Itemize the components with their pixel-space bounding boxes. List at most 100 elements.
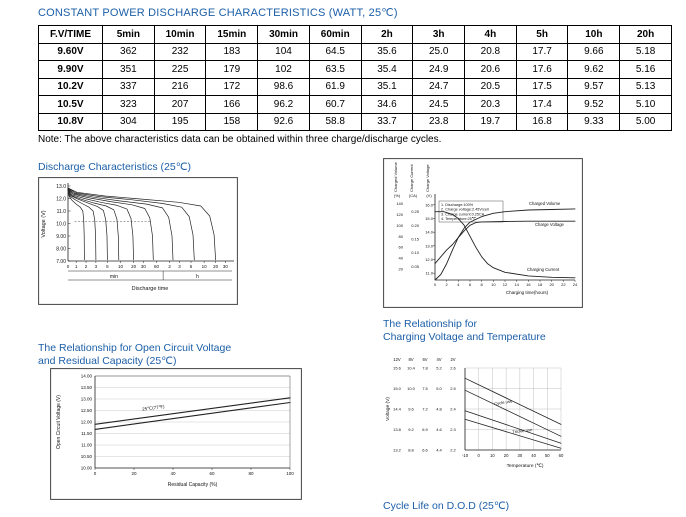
cell-value: 35.4 [360,60,414,79]
cell-value: 17.7 [515,42,569,61]
axis-unit-label: (V) [426,193,432,198]
y-axis-label: Open Circuit Voltage (V) [56,395,62,449]
line-annotation: 25℃(77℉) [142,404,165,412]
x-tick-label: 3 [178,264,181,269]
discharge-curve [67,187,195,261]
cell-value: 60.7 [308,95,362,114]
section-title-open-circuit-voltage: The Relationship for Open Circuit Voltag… [38,342,231,368]
y-tick-label: 7.00 [56,259,66,265]
chart-frame [383,158,583,308]
x-tick-label: 40 [170,471,176,476]
cell-value: 20.3 [464,95,517,114]
section-title-discharge-characteristics: Discharge Characteristics (25℃) [38,161,192,173]
constant-power-discharge-table: F.V/TIME 5min 10min 15min 30min 60min 2h 3h 4h 5h… [38,25,672,131]
y-tick-value: 2.2 [450,448,456,453]
legend-note: 2. Charge voltage:2.45V/cell [441,208,489,212]
y-tick-value: 5.0 [436,386,442,391]
cell-value: 35.1 [360,77,414,96]
table-row: 10.5V 323 207 166 96.2 60.7 34.6 24.5 20.3 17.4 9.… [38,95,672,114]
y-tick-label: 9.00 [56,234,66,240]
y-tick-value: 5.2 [436,366,442,371]
cell-value: 166 [205,95,259,114]
y-tick-value: 2.6 [450,366,456,371]
cell-value: 96.2 [257,95,310,114]
cell-value: 17.6 [515,60,569,79]
axis-unit-label: (%) [394,193,401,198]
discharge-curve [67,188,97,261]
x-tick-label: 20 [549,282,554,287]
x-axis-label: Residual Capacity (%) [168,482,218,488]
tick-label: 120 [396,212,403,217]
table-header-row: F.V/TIME 5min 10min 15min 30min 60min 2h 3h 4h 5h… [38,25,672,44]
x-tick-label: 14 [514,282,519,287]
open-circuit-voltage-chart: 14.00 13.50 13.00 12.50 12.00 11.50 11.00 10.50… [50,368,302,500]
tick-label: 14.0 [425,230,434,235]
charged-volume-curve [434,208,576,281]
x-tick-label: 12 [503,282,508,287]
cell-value: 216 [153,77,207,96]
y-tick-value: 14.4 [393,407,402,412]
y-tick-value: 15.0 [393,386,402,391]
col-header: 10min [153,25,207,44]
x-tick-label: 60 [209,471,215,476]
x-tick-label: 60 [559,453,564,458]
col-header: 60min [308,25,362,44]
charge-voltage-curve [434,220,576,265]
y-tick-value: 10.4 [407,366,416,371]
tick-label: 40 [399,256,404,261]
x-tick-label: 2 [85,264,88,269]
axis-unit-label: (CA) [409,193,418,198]
x-tick-label: 30 [141,264,147,269]
cell-value: 5.00 [619,112,672,131]
x-axis-label: Discharge time [132,286,169,292]
charge-characteristics-chart: Charged Volume(%)Charge Current(CA)Charg… [383,158,583,308]
tick-label: 15.0 [425,216,434,221]
x-axis-label: Charging time(hours) [506,290,549,295]
y-axis-label: Voltage (V) [385,397,391,421]
section-title-line: The Relationship for Open Circuit Voltag… [38,342,232,354]
cell-value: 35.6 [360,42,414,61]
col-header: 30min [257,25,310,44]
cell-value: 5.13 [619,77,672,96]
section-title-cycle-life: Cycle Life on D.O.D (25℃) [383,500,510,512]
y-tick-value: 4.4 [436,448,442,453]
cell-value: 5.10 [619,95,672,114]
cell-value: 17.5 [515,77,569,96]
table-row: 10.8V 304 195 158 92.6 58.8 33.7 23.8 19.7 16.8 9.… [38,112,672,131]
charging-voltage-temperature-chart: 12V 8V 6V 4V 2V 15.6 10.4 7.8 5.2 2.6 15.0 10.0 7.5 5… [385,357,564,469]
cell-value: 225 [153,60,207,79]
x-tick-label: 40 [531,453,536,458]
row-header-voltage: 9.90V [38,60,103,79]
x-tick-label: 20 [213,264,219,269]
ocv-upper-line [94,397,291,425]
x-tick-label: 8 [481,282,484,287]
cell-value: 102 [257,60,310,79]
cycle-use-upper-line [464,377,562,425]
y-tick-value: 8.8 [408,448,414,453]
y-tick-value: 15.6 [393,366,402,371]
x-tick-label: 20 [131,471,137,476]
section-title-line: The Relationship for [383,318,477,330]
x-tick-label: 2 [446,282,449,287]
y-tick-label: 13.50 [81,385,93,390]
column-header: 2V [450,357,455,362]
column-header: 12V [393,357,401,362]
discharge-curve [67,188,108,261]
cell-value: 20.6 [464,60,517,79]
axis-title: Charged Volume [393,161,398,192]
cell-value: 9.62 [567,60,621,79]
cell-value: 64.5 [308,42,362,61]
col-header: 10h [567,25,621,44]
tick-label: 0.05 [411,264,420,269]
cell-value: 98.6 [257,77,310,96]
tick-label: 0.25 [411,209,420,214]
x-tick-label: 10 [491,282,496,287]
line-label: Cycle use [494,398,514,406]
line-label: Trickle use [512,427,533,434]
cell-value: 24.5 [412,95,466,114]
x-tick-label: 0 [478,453,481,458]
cell-value: 351 [102,60,155,79]
curve-label: Charged Volume [529,201,561,206]
cell-value: 63.5 [308,60,362,79]
x-unit-h-label: h [196,274,199,280]
